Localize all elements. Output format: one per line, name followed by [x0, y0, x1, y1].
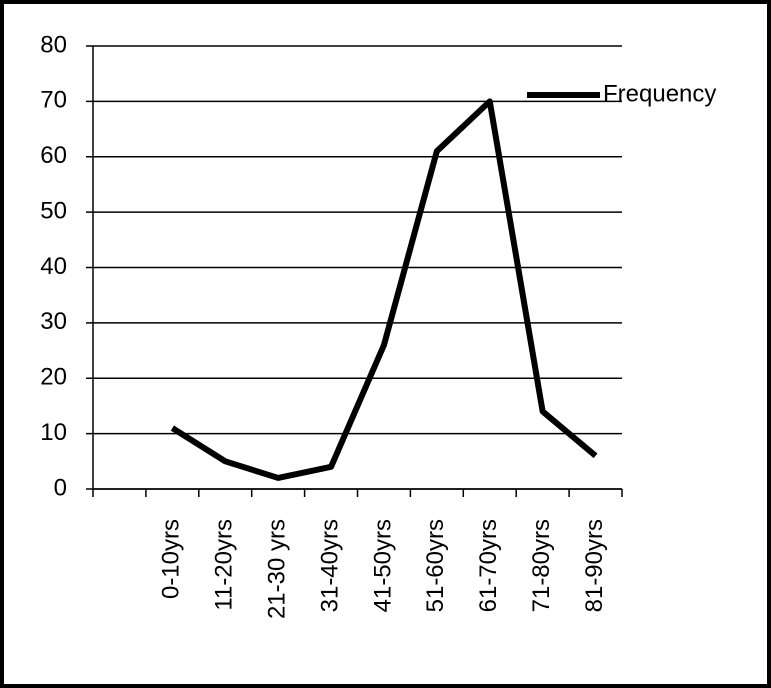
- legend-label: Frequency: [603, 80, 716, 107]
- x-tick-label: 21-30 yrs: [263, 519, 290, 619]
- x-tick-label: 41-50yrs: [369, 519, 396, 612]
- x-tick-label: 71-80yrs: [528, 519, 555, 612]
- y-tick-label: 80: [40, 31, 67, 58]
- y-tick-label: 70: [40, 87, 67, 114]
- x-tick-label: 0-10yrs: [158, 519, 185, 599]
- data-line: [170, 98, 598, 481]
- y-tick-label: 50: [40, 197, 67, 224]
- x-tick-label: 51-60yrs: [422, 519, 449, 612]
- y-tick-label: 40: [40, 253, 67, 280]
- x-tick-label: 81-90yrs: [581, 519, 608, 612]
- y-tick-label: 60: [40, 142, 67, 169]
- x-tick-label: 31-40yrs: [316, 519, 343, 612]
- x-tick-label: 61-70yrs: [475, 519, 502, 612]
- y-tick-label: 10: [40, 419, 67, 446]
- x-tick-label: 11-20yrs: [211, 519, 238, 611]
- y-tick-label: 0: [54, 474, 67, 501]
- y-tick-label: 20: [40, 364, 67, 391]
- y-tick-label: 30: [40, 308, 67, 335]
